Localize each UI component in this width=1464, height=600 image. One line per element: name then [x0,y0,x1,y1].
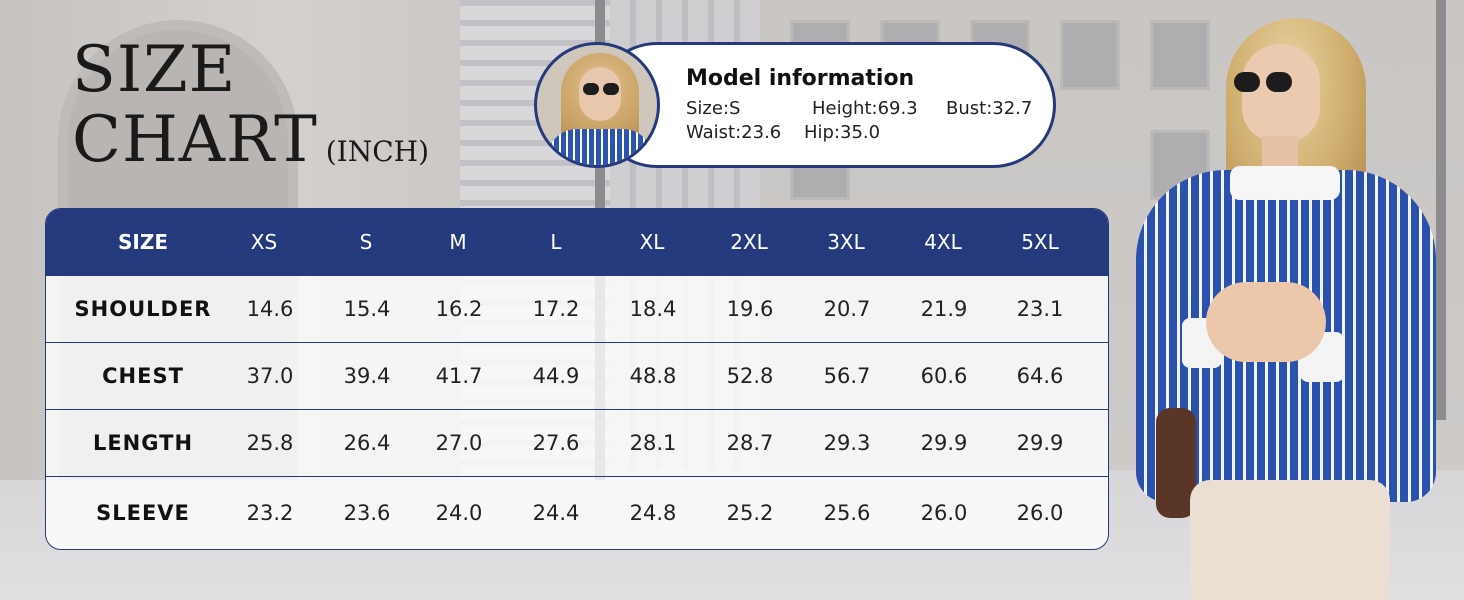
table-cell: 23.6 [343,501,391,525]
table-row: CHEST 37.0 39.4 41.7 44.9 48.8 52.8 56.7… [46,342,1108,409]
sunglasses-icon [603,83,619,95]
table-cell: 26.4 [343,431,391,455]
table-cell: 56.7 [823,364,871,388]
table-cell: 16.2 [435,297,483,321]
header-size: XL [639,230,665,254]
table-cell: 48.8 [629,364,677,388]
table-cell: 23.2 [246,501,294,525]
table-cell: 29.3 [823,431,871,455]
model-information-card [594,42,1056,168]
table-cell: 17.2 [532,297,580,321]
model-hip: Hip:35.0 [804,122,881,143]
title-line-1: SIZE [72,33,237,107]
avatar-shirt [547,129,653,165]
header-size-label: SIZE [117,230,168,254]
table-row: SHOULDER 14.6 15.4 16.2 17.2 18.4 19.6 2… [46,275,1108,342]
model-waist: Waist:23.6 [686,122,782,143]
model-pants [1190,480,1390,600]
table-cell: 64.6 [1016,364,1064,388]
table-cell: 23.1 [1016,297,1064,321]
header-size: XS [250,230,278,254]
header-size: 2XL [730,230,768,254]
table-cell: 44.9 [532,364,580,388]
table-row: SLEEVE 23.2 23.6 24.0 24.4 24.8 25.2 25.… [46,476,1108,549]
row-label-chest: CHEST [102,364,184,388]
model-size: Size:S [686,98,741,119]
model-info-heading: Model information [686,66,915,91]
table-cell: 14.6 [246,297,294,321]
sunglasses-icon [583,83,599,95]
table-row: LENGTH 25.8 26.4 27.0 27.6 28.1 28.7 29.… [46,409,1108,476]
header-size: M [449,230,467,254]
table-cell: 28.7 [726,431,774,455]
header-size: L [550,230,562,254]
table-cell: 27.0 [435,431,483,455]
table-cell: 25.8 [246,431,294,455]
table-cell: 37.0 [246,364,294,388]
table-cell: 25.6 [823,501,871,525]
header-size: 5XL [1021,230,1059,254]
table-cell: 24.0 [435,501,483,525]
table-cell: 60.6 [920,364,968,388]
row-label-length: LENGTH [92,431,194,455]
title-unit: (INCH) [325,135,429,168]
header-size: 3XL [827,230,865,254]
table-cell: 19.6 [726,297,774,321]
table-header-row: SIZE XS S M L XL 2XL 3XL 4XL 5XL [46,209,1108,275]
table-cell: 21.9 [920,297,968,321]
table-cell: 52.8 [726,364,774,388]
sunglasses-icon [1266,72,1292,92]
background-window [1060,20,1120,90]
table-cell: 25.2 [726,501,774,525]
table-cell: 41.7 [435,364,483,388]
shirt-collar [1230,166,1340,200]
title-line-2: CHART [72,103,318,177]
table-cell: 29.9 [920,431,968,455]
table-cell: 39.4 [343,364,391,388]
table-cell: 20.7 [823,297,871,321]
model-avatar [534,42,660,168]
handbag [1156,408,1196,518]
table-cell: 29.9 [1016,431,1064,455]
sunglasses-icon [1234,72,1260,92]
background-sign-pole [1436,0,1446,420]
size-table: SIZE XS S M L XL 2XL 3XL 4XL 5XL SHOULDE… [45,208,1109,550]
model-height: Height:69.3 [812,98,918,119]
table-cell: 24.8 [629,501,677,525]
model-hands [1206,282,1326,362]
table-cell: 18.4 [629,297,677,321]
row-label-shoulder: SHOULDER [74,297,212,321]
model-bust: Bust:32.7 [946,98,1033,119]
table-cell: 24.4 [532,501,580,525]
background-window [1150,20,1210,90]
table-cell: 26.0 [1016,501,1064,525]
table-cell: 28.1 [629,431,677,455]
model-photo-figure [1130,0,1464,600]
table-cell: 26.0 [920,501,968,525]
header-size: 4XL [924,230,962,254]
header-size: S [359,230,373,254]
size-chart-title: SIZE CHART (INCH) [72,38,429,172]
table-cell: 27.6 [532,431,580,455]
model-face [1242,44,1320,142]
row-label-sleeve: SLEEVE [96,501,190,525]
table-cell: 15.4 [343,297,391,321]
